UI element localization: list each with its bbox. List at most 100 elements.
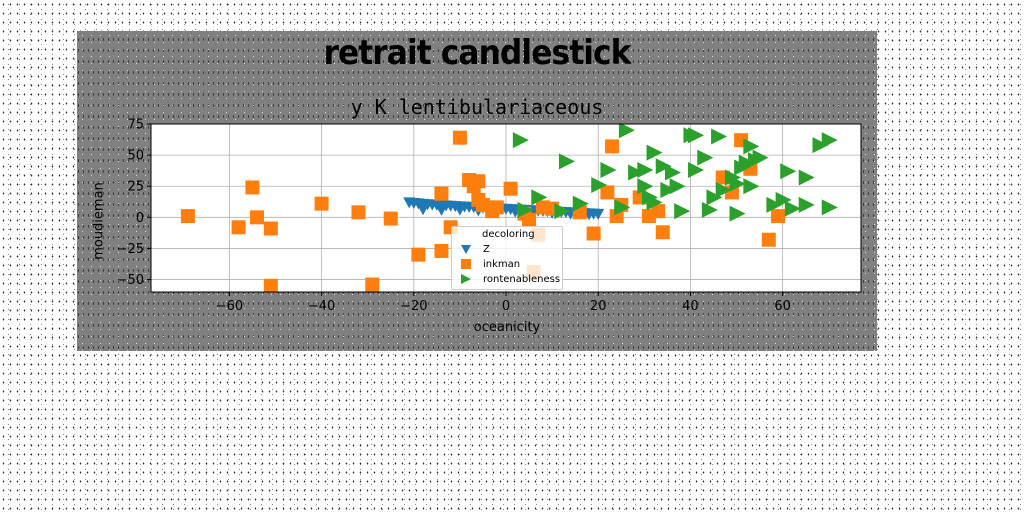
- triangle-right-point: [517, 201, 534, 218]
- triangle-right-point: [752, 149, 769, 166]
- square-point: [609, 209, 624, 224]
- y-tick-label: 75: [127, 118, 144, 133]
- legend-item-z: Z: [456, 242, 490, 256]
- square-point: [434, 243, 449, 258]
- legend-label: rontenableness: [483, 273, 561, 285]
- triangle-right-point: [628, 164, 645, 181]
- triangle-right-icon: [461, 274, 471, 284]
- y-tick-label: 0: [136, 211, 144, 226]
- triangle-down-point: [592, 208, 605, 220]
- square-point: [522, 212, 537, 227]
- x-tick-label: 40: [682, 299, 699, 314]
- x-tick-label: −40: [308, 299, 335, 314]
- triangle-right-point: [531, 189, 548, 206]
- y-axis-label: moudieman: [91, 182, 107, 260]
- x-tick-label: 20: [590, 299, 607, 314]
- triangle-right-point: [729, 175, 746, 192]
- triangle-right-point: [591, 176, 608, 193]
- square-point: [452, 130, 467, 145]
- triangle-right-point: [798, 196, 815, 213]
- legend-label: Z: [483, 243, 490, 255]
- square-point: [586, 226, 601, 241]
- triangle-right-point: [738, 154, 755, 171]
- square-point: [605, 139, 620, 154]
- square-point: [383, 211, 398, 226]
- square-point: [263, 278, 278, 293]
- square-point: [180, 209, 195, 224]
- square-point: [771, 209, 786, 224]
- triangle-right-point: [688, 162, 705, 179]
- triangle-right-point: [706, 189, 723, 206]
- square-point: [655, 225, 670, 240]
- triangle-right-point: [554, 203, 571, 220]
- triangle-down-point: [453, 204, 466, 216]
- ticks: −60 −40 −20 0 20 40 60 −50 −25 0 25 50 75: [117, 118, 791, 315]
- square-point: [489, 200, 504, 215]
- square-point: [471, 174, 486, 189]
- figure: −60 −40 −20 0 20 40 60 −50 −25 0 25 50 75 retrait ca…: [77, 31, 877, 351]
- chart-title: y K lentibulariaceous: [350, 95, 604, 119]
- triangle-right-point: [655, 158, 672, 175]
- triangle-right-point: [646, 194, 663, 211]
- triangle-right-point: [669, 178, 686, 195]
- triangle-right-point: [614, 199, 631, 216]
- triangle-right-point: [780, 163, 797, 180]
- triangle-right-point: [558, 153, 575, 170]
- triangle-down-point: [417, 204, 430, 216]
- square-point: [231, 220, 246, 235]
- triangle-right-point: [821, 199, 838, 216]
- square-point: [263, 221, 278, 236]
- legend-item-inkman: inkman: [456, 257, 520, 271]
- chart-suptitle: retrait candlestick: [323, 33, 631, 73]
- legend-title: decoloring: [482, 229, 535, 240]
- triangle-down-icon: [461, 245, 471, 254]
- triangle-right-point: [637, 162, 654, 179]
- triangle-right-point: [729, 205, 746, 222]
- square-point: [250, 210, 265, 225]
- triangle-right-point: [766, 196, 783, 213]
- triangle-right-point: [697, 149, 714, 166]
- triangle-right-point: [812, 137, 829, 154]
- chart-canvas: −60 −40 −20 0 20 40 60 −50 −25 0 25 50 75: [117, 118, 862, 315]
- triangle-down-point: [435, 204, 448, 216]
- square-point: [600, 185, 615, 200]
- triangle-right-point: [646, 144, 663, 161]
- square-point: [314, 196, 329, 211]
- x-axis-label: oceanicity: [473, 320, 541, 335]
- y-tick-label: 25: [127, 180, 144, 195]
- triangle-right-point: [664, 164, 681, 181]
- triangle-right-point: [572, 195, 589, 212]
- square-point: [351, 205, 366, 220]
- square-icon: [461, 259, 471, 269]
- y-tick-label: −50: [117, 273, 144, 288]
- legend: decoloring Z inkman rontenableness: [451, 226, 563, 290]
- x-tick-label: 60: [774, 299, 791, 314]
- triangle-right-point: [660, 181, 677, 198]
- x-tick-label: −20: [400, 299, 427, 314]
- square-point: [411, 247, 426, 262]
- triangle-right-point: [701, 201, 718, 218]
- triangle-right-point: [715, 181, 732, 198]
- triangle-right-point: [674, 203, 691, 220]
- triangle-right-point: [743, 178, 760, 195]
- square-point: [761, 232, 776, 247]
- triangle-right-point: [637, 178, 654, 195]
- triangle-right-point: [784, 200, 801, 217]
- legend-label: inkman: [483, 258, 521, 270]
- triangle-right-point: [600, 162, 617, 179]
- triangle-right-point: [688, 127, 705, 144]
- square-point: [245, 180, 260, 195]
- triangle-right-point: [512, 132, 529, 149]
- legend-item-rontenableness: rontenableness: [456, 272, 560, 286]
- square-point: [434, 186, 449, 201]
- triangle-right-point: [798, 169, 815, 186]
- triangle-right-point: [743, 138, 760, 155]
- triangle-right-point: [618, 122, 635, 139]
- y-tick-label: 50: [127, 149, 144, 164]
- x-tick-label: 0: [502, 299, 510, 314]
- square-point: [365, 277, 380, 292]
- x-tick-label: −60: [216, 299, 243, 314]
- square-point: [651, 204, 666, 219]
- data-series: [180, 122, 838, 293]
- square-point: [503, 181, 518, 196]
